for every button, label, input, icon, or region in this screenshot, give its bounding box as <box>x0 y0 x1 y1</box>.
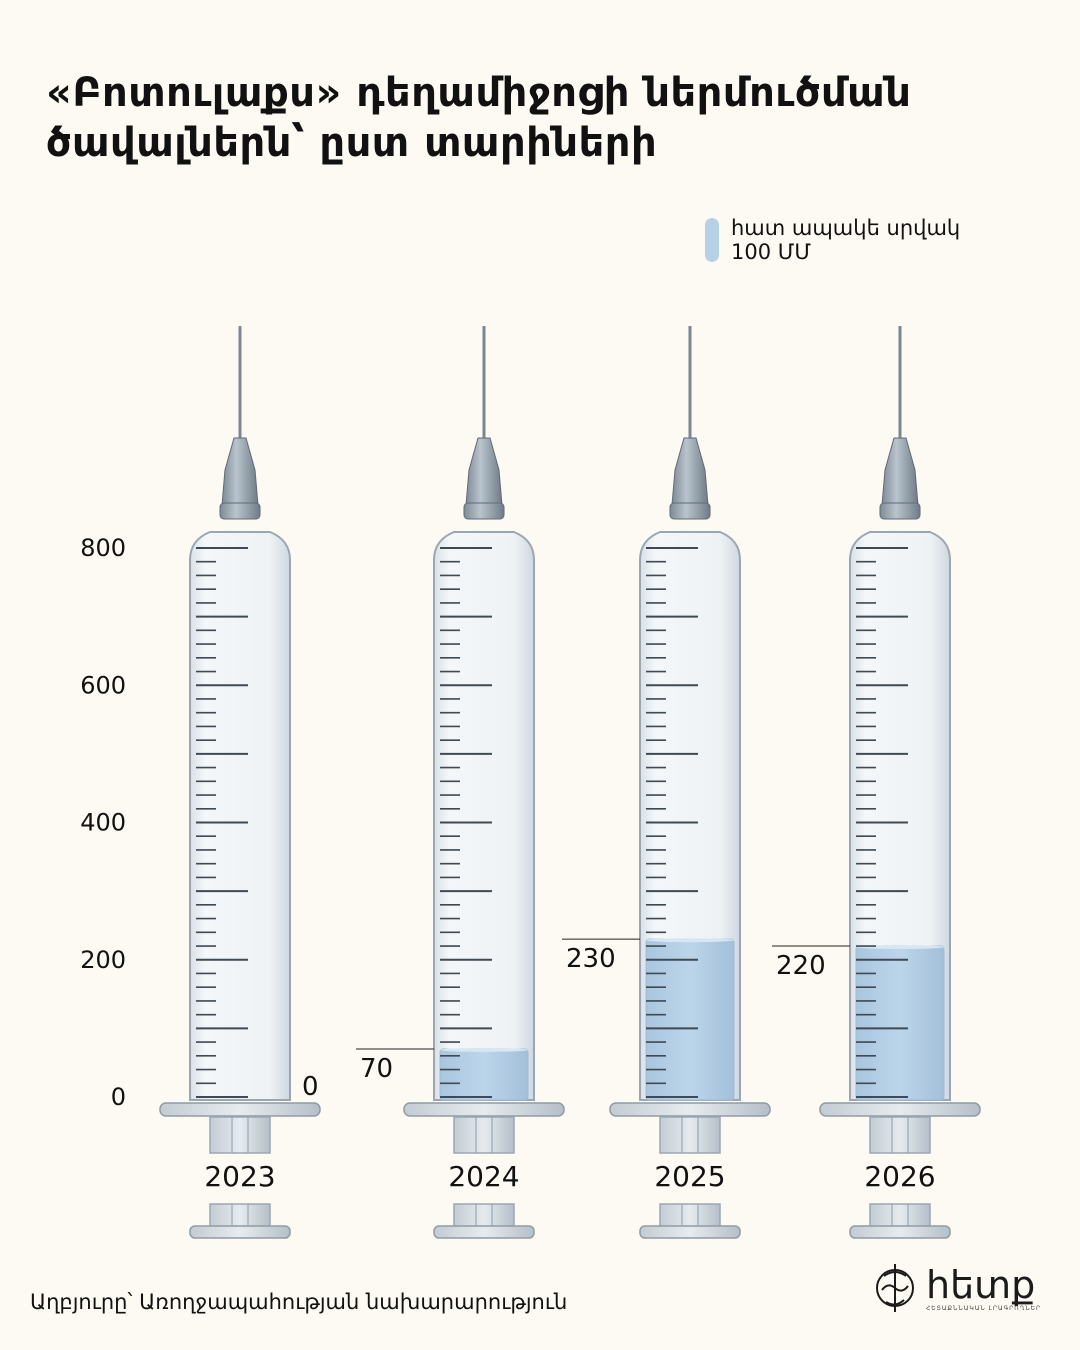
syringe-2026: 2026 220 <box>772 326 981 1239</box>
hub-collar <box>463 502 505 520</box>
plunger-rod <box>209 1116 271 1154</box>
finger-flange <box>403 1102 565 1117</box>
thumb-plate <box>433 1225 535 1239</box>
needle-hub <box>221 437 259 506</box>
data-label: 0 <box>302 1072 319 1102</box>
x-tick-label: 2023 <box>204 1160 275 1193</box>
chart-title: «Բոտուլաքս» դեղամիջոցի ներմուծման ծավալն… <box>46 70 912 166</box>
legend-label-line2: 100 ՄՄ <box>731 240 812 264</box>
x-tick-label: 2026 <box>864 1160 935 1193</box>
data-label: 220 <box>776 951 826 981</box>
finger-flange <box>609 1102 771 1117</box>
needle-hub <box>671 437 709 506</box>
x-tick-label: 2025 <box>654 1160 725 1193</box>
barrel <box>189 531 291 1101</box>
thumb-plate <box>849 1225 951 1239</box>
bar-2026 <box>855 945 945 1101</box>
data-label: 70 <box>360 1054 393 1084</box>
y-tick-label: 800 <box>80 534 126 562</box>
plunger-rod-lower <box>869 1203 931 1229</box>
finger-flange <box>819 1102 981 1117</box>
plunger-rod-lower <box>453 1203 515 1229</box>
syringe-2023: 2023 0 <box>159 326 321 1239</box>
y-tick-label: 0 <box>111 1083 126 1111</box>
legend-label: հատ ապակե սրվակ 100 ՄՄ <box>731 216 960 264</box>
hub-collar <box>669 502 711 520</box>
thumb-plate <box>639 1225 741 1239</box>
syringes: 2023 0 2024 70 2025 230 2026 220 <box>159 326 981 1239</box>
plunger-rod <box>659 1116 721 1154</box>
thumb-plate <box>189 1225 291 1239</box>
plunger-rod <box>453 1116 515 1154</box>
liquid-surface <box>646 938 734 943</box>
plunger-rod-lower <box>209 1203 271 1229</box>
barrel <box>433 531 535 1101</box>
brand-name: հետք <box>926 1262 1036 1307</box>
y-axis: 0 200 400 600 800 <box>80 534 126 1111</box>
syringe-2025: 2025 230 <box>562 326 771 1239</box>
legend-swatch <box>705 218 719 262</box>
y-tick-label: 400 <box>80 809 126 837</box>
bar-2025 <box>645 938 735 1101</box>
liquid-surface <box>440 1047 528 1052</box>
legend-label-line1: հատ ապակե սրվակ <box>731 216 961 240</box>
plunger-rod-lower <box>659 1203 721 1229</box>
hub-collar <box>879 502 921 520</box>
y-tick-label: 200 <box>80 946 126 974</box>
plunger-rod <box>869 1116 931 1154</box>
legend: հատ ապակե սրվակ 100 ՄՄ <box>705 216 960 264</box>
fingerprint-icon <box>876 1264 914 1312</box>
y-tick-label: 600 <box>80 671 126 699</box>
brand-tagline: ՀԵՏԱՔՆՆԱԿԱՆ ԼՐԱԳՐՈՂՆԵՐ <box>926 1304 1042 1312</box>
needle-hub <box>881 437 919 506</box>
data-label: 230 <box>566 944 616 974</box>
needle-hub <box>465 437 503 506</box>
brand-logo[interactable]: հետք ՀԵՏԱՔՆՆԱԿԱՆ ԼՐԱԳՐՈՂՆԵՐ <box>872 1258 1041 1318</box>
source-note: Աղբյուրը՝ Առողջապահության նախարարություն <box>30 1290 568 1314</box>
x-tick-label: 2024 <box>448 1160 519 1193</box>
finger-flange <box>159 1102 321 1117</box>
hub-collar <box>219 502 261 520</box>
syringe-2024: 2024 70 <box>356 326 565 1239</box>
liquid-surface <box>856 945 944 950</box>
